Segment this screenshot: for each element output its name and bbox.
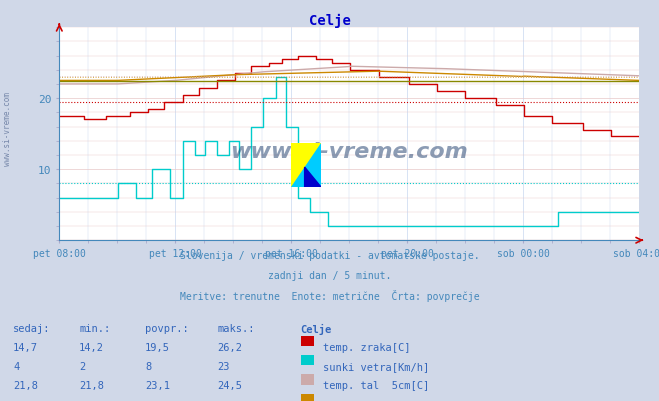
Text: temp. tal  5cm[C]: temp. tal 5cm[C] <box>323 381 429 391</box>
Text: sunki vetra[Km/h]: sunki vetra[Km/h] <box>323 361 429 371</box>
Text: 23,0: 23,0 <box>145 400 170 401</box>
Text: 22,3: 22,3 <box>79 400 104 401</box>
Text: 22,5: 22,5 <box>13 400 38 401</box>
Text: 21,8: 21,8 <box>79 381 104 391</box>
Text: 23: 23 <box>217 361 230 371</box>
Text: Celje: Celje <box>308 14 351 28</box>
Text: Slovenija / vremenski podatki - avtomatske postaje.: Slovenija / vremenski podatki - avtomats… <box>180 251 479 261</box>
Text: 21,8: 21,8 <box>13 381 38 391</box>
Text: temp. zraka[C]: temp. zraka[C] <box>323 342 411 352</box>
Text: 4: 4 <box>13 361 19 371</box>
Text: 23,8: 23,8 <box>217 400 243 401</box>
Text: Meritve: trenutne  Enote: metrične  Črta: povprečje: Meritve: trenutne Enote: metrične Črta: … <box>180 289 479 301</box>
Polygon shape <box>291 143 321 188</box>
Text: sedaj:: sedaj: <box>13 323 51 333</box>
Text: zadnji dan / 5 minut.: zadnji dan / 5 minut. <box>268 270 391 280</box>
Text: 14,2: 14,2 <box>79 342 104 352</box>
Text: 26,2: 26,2 <box>217 342 243 352</box>
Text: 14,7: 14,7 <box>13 342 38 352</box>
Text: temp. tal 10cm[C]: temp. tal 10cm[C] <box>323 400 429 401</box>
Text: povpr.:: povpr.: <box>145 323 188 333</box>
Text: www.si-vreme.com: www.si-vreme.com <box>3 91 13 165</box>
Text: maks.:: maks.: <box>217 323 255 333</box>
Text: www.si-vreme.com: www.si-vreme.com <box>231 142 468 161</box>
Text: 24,5: 24,5 <box>217 381 243 391</box>
Text: min.:: min.: <box>79 323 110 333</box>
Text: 8: 8 <box>145 361 151 371</box>
Polygon shape <box>304 168 321 188</box>
Text: 19,5: 19,5 <box>145 342 170 352</box>
Text: 23,1: 23,1 <box>145 381 170 391</box>
Text: Celje: Celje <box>300 323 331 334</box>
Text: 2: 2 <box>79 361 85 371</box>
Polygon shape <box>291 143 321 188</box>
